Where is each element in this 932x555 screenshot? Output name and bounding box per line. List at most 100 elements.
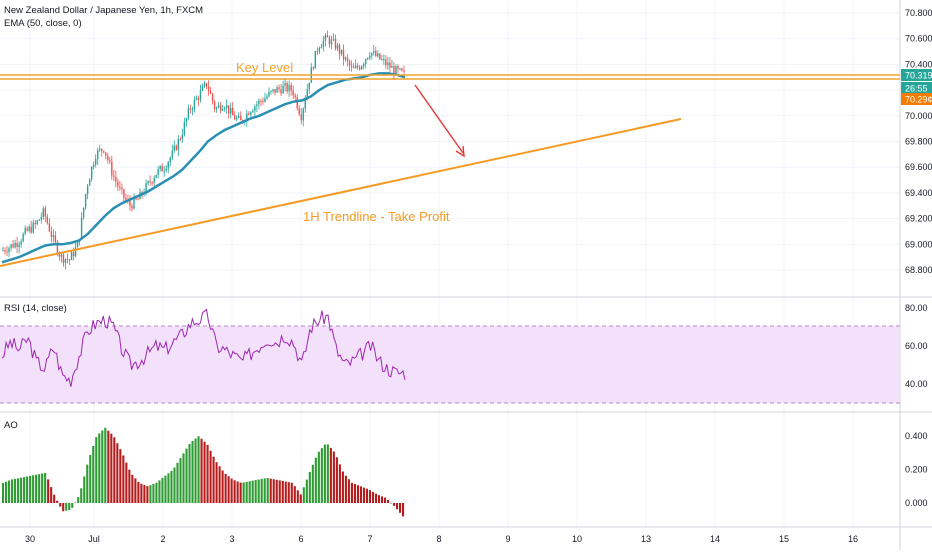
ema-line [1,72,406,264]
candle-body [330,39,333,45]
ao-bar [221,470,224,503]
candle-body [52,235,55,238]
ao-bar [218,466,221,503]
ao-bar [338,464,341,503]
candle-body [250,112,252,115]
ao-bar [98,433,101,503]
candle-body [163,170,165,172]
ao-bar [314,457,317,503]
ao-bar [80,488,83,503]
candle-body [348,61,351,66]
candle-body [173,145,175,151]
candle-body [379,53,381,60]
candle-body [290,84,292,91]
ao-bar [5,481,8,503]
ao-bar [383,497,387,503]
candle-body [50,231,53,238]
ao-bar [116,443,119,503]
ao-bar [41,473,44,503]
candle-body [107,155,109,161]
candle-body [248,113,250,115]
ao-bar [68,503,71,511]
ao-bar [302,487,305,503]
candle-body [262,101,264,103]
candle-body [340,49,343,54]
ao-bar [200,438,203,503]
trendline[interactable] [0,118,682,267]
candle-body [76,241,79,248]
ao-bar [140,483,143,503]
candle-body [10,244,12,249]
trendline-label: 1H Trendline - Take Profit [303,209,450,224]
candle-body [177,138,180,151]
time-tick-label: 10 [572,534,582,544]
candle-body [151,182,153,184]
candle-body [42,208,45,217]
ao-bar [179,458,182,503]
candle-body [193,99,196,110]
ao-scale: 0.400 0.200 0.000 [905,431,928,508]
candle-body [147,181,149,184]
ao-bar [149,485,152,503]
candle-body [88,179,91,186]
rsi-tick-label: 60.00 [905,341,928,351]
candle-body [38,219,40,221]
ao-bar [356,485,359,503]
ao-bar [359,486,362,503]
candle-body [179,138,182,140]
ao-bar [158,480,161,503]
time-tick-label: Jul [88,534,100,544]
price-badge [901,69,932,81]
candle-body [225,105,228,109]
ao-bar [251,480,254,503]
candle-body [306,89,308,100]
ema-legend: EMA (50, close, 0) [4,18,82,29]
ao-bar [296,490,299,503]
candle-body [360,66,363,70]
candle-body [318,48,321,52]
ao-bar [248,481,251,503]
ao-bar [29,475,32,503]
candle-body [4,249,6,252]
price-tick-label: 68.800 [905,265,932,275]
candle-body [113,175,115,177]
candle-body [385,59,387,66]
price-badge [901,82,932,94]
candle-body [16,242,18,247]
ao-bar [401,503,405,517]
time-axis[interactable]: 30 Jul 2 3 6 7 8 9 10 13 14 15 16 [25,534,858,544]
ao-bar [272,479,275,503]
candle-body [332,38,335,40]
candle-body [44,208,47,217]
ao-bar [65,503,68,511]
candle-body [365,59,367,64]
price-tick-label: 70.800 [905,8,932,18]
candle-body [238,115,240,118]
candle-body [30,226,32,233]
ao-bar [59,503,62,507]
candle-body [205,83,208,87]
ao-bar [95,437,98,503]
time-tick-label: 9 [505,534,510,544]
candle-body [320,46,323,49]
candle-body [213,101,216,110]
ao-bar [257,479,260,503]
gridlines [0,0,900,527]
ao-bar [305,479,308,503]
ao-bar [224,473,227,503]
ao-bar [119,449,122,503]
candle-body [266,96,268,99]
candle-body [227,105,230,114]
candle-body [20,241,22,245]
ao-bar [278,480,281,503]
ao-bar [14,478,17,503]
ao-bar [92,446,95,503]
projection-arrow-head [455,145,465,158]
ao-bar [191,440,194,503]
candle-body [60,254,63,257]
candle-body [92,164,95,167]
candle-body [189,108,192,110]
candle-body [342,49,345,60]
